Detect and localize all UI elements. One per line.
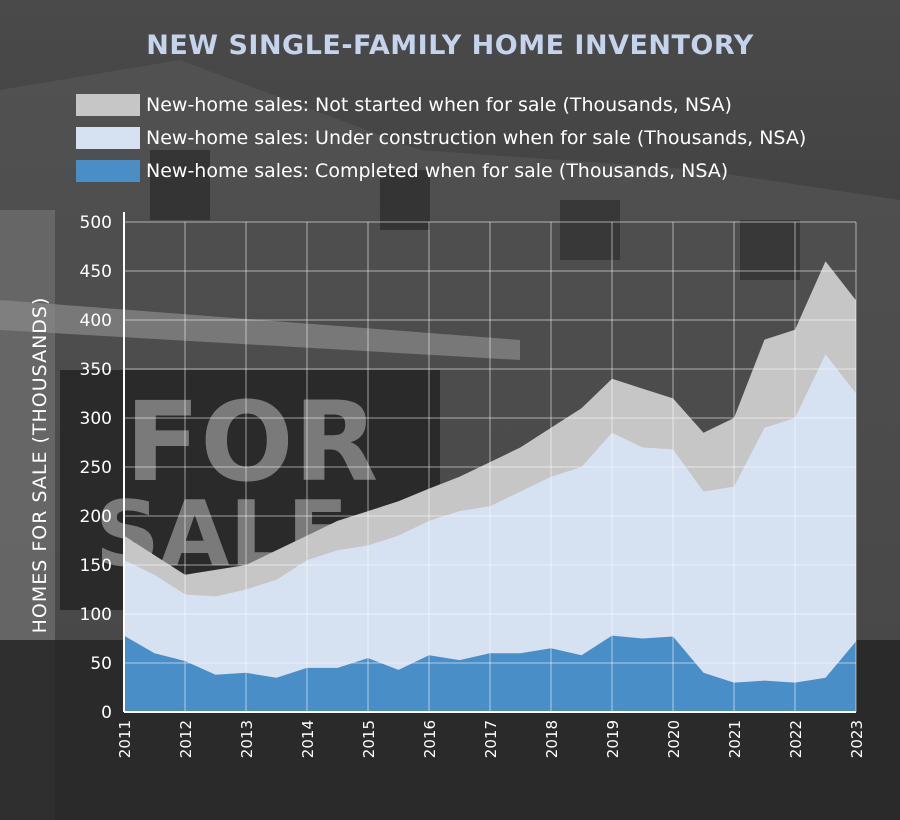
- y-tick-label: 100: [80, 605, 112, 625]
- x-tick-label: 2018: [543, 720, 561, 758]
- x-axis-ticks: 2011 2012 2013 2014 2015 2016 2017 2018 2019 2020…: [116, 720, 866, 758]
- legend-label-under-construction: New-home sales: Under construction when …: [146, 126, 807, 149]
- legend-item-not-started: New-home sales: Not started when for sal…: [76, 88, 806, 121]
- y-tick-label: 400: [80, 311, 112, 331]
- window-shape: [560, 200, 620, 260]
- sign-arm: [0, 300, 520, 360]
- x-tick-label: 2019: [604, 720, 622, 758]
- legend: New-home sales: Not started when for sal…: [76, 88, 806, 187]
- chart-title: NEW SINGLE-FAMILY HOME INVENTORY: [146, 30, 754, 61]
- y-tick-label: 150: [80, 556, 112, 576]
- window-shape: [150, 150, 210, 220]
- y-tick-label: 350: [80, 360, 112, 380]
- x-tick-label: 2021: [726, 720, 744, 758]
- x-tick-label: 2012: [177, 720, 195, 758]
- x-tick-label: 2013: [238, 720, 256, 758]
- y-tick-label: 250: [80, 458, 112, 478]
- y-tick-label: 200: [80, 507, 112, 527]
- y-tick-label: 500: [80, 213, 112, 233]
- y-tick-label: 450: [80, 262, 112, 282]
- y-axis-label: HOMES FOR SALE (THOUSANDS): [29, 297, 51, 634]
- legend-label-not-started: New-home sales: Not started when for sal…: [146, 93, 732, 116]
- x-tick-label: 2014: [299, 720, 317, 758]
- x-tick-label: 2016: [421, 720, 439, 758]
- y-tick-label: 0: [101, 703, 112, 723]
- y-tick-label: 300: [80, 409, 112, 429]
- x-tick-label: 2022: [787, 720, 805, 758]
- gridlines: [123, 212, 857, 713]
- window-shape: [740, 220, 800, 280]
- y-axis-ticks: 0 50 100 150 200 250 300 350 400 450 500: [80, 213, 112, 723]
- y-tick-label: 50: [90, 654, 112, 674]
- legend-swatch-under-construction: [76, 126, 140, 149]
- legend-item-under-construction: New-home sales: Under construction when …: [76, 121, 806, 154]
- legend-swatch-not-started: [76, 93, 140, 116]
- sign-text-top: FOR: [125, 378, 378, 506]
- x-tick-label: 2023: [848, 720, 866, 758]
- legend-swatch-completed: [76, 159, 140, 182]
- legend-label-completed: New-home sales: Completed when for sale …: [146, 159, 729, 182]
- x-tick-label: 2020: [665, 720, 683, 758]
- x-tick-label: 2017: [482, 720, 500, 758]
- x-tick-label: 2011: [116, 720, 134, 758]
- window-shape: [380, 170, 430, 230]
- x-tick-label: 2015: [360, 720, 378, 758]
- legend-item-completed: New-home sales: Completed when for sale …: [76, 154, 806, 187]
